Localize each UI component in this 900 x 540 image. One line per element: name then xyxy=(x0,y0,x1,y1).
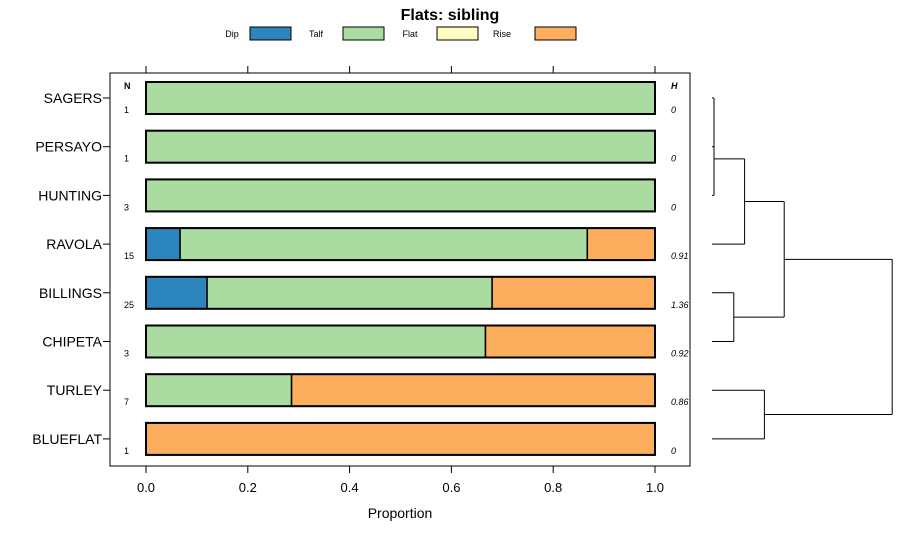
h-value: 1.36 xyxy=(671,300,689,310)
bars: 1 0 1 0 3 0 15 0.91 25 1.36 3 0.92 7 0.86 1 0 xyxy=(124,81,689,456)
bar-outline-persayo xyxy=(145,129,656,164)
legend-swatch-flat xyxy=(436,26,479,41)
y-label-blueflat: BLUEFLAT xyxy=(32,431,102,447)
n-value: 1 xyxy=(124,154,129,164)
h-value: 0.91 xyxy=(671,251,689,261)
y-label-chipeta: CHIPETA xyxy=(42,334,102,350)
bar-outline-turley xyxy=(145,373,656,408)
bar-segment-rise-turley xyxy=(290,373,656,407)
legend-swatch-talf xyxy=(342,26,385,41)
y-axis: SAGERS PERSAYO HUNTING RAVOLA BILLINGS CHIPET… xyxy=(32,90,110,447)
h-value: 0 xyxy=(671,446,676,456)
x-tick-label: 0.6 xyxy=(442,480,460,495)
plot-frame xyxy=(109,72,691,467)
legend-swatch-rise xyxy=(534,26,577,41)
y-label-turley: TURLEY xyxy=(47,382,103,398)
top-axis xyxy=(145,66,656,73)
h-value: 0.92 xyxy=(671,349,689,359)
n-value: 3 xyxy=(124,202,129,212)
x-axis: 0.0 0.2 0.4 0.6 0.8 1.0 xyxy=(137,466,664,495)
n-header: N xyxy=(124,81,131,91)
n-value: 25 xyxy=(124,300,134,310)
bar-outline-billings xyxy=(145,275,656,310)
n-value: 1 xyxy=(124,105,129,115)
h-value: 0 xyxy=(671,202,676,212)
bar-segment-talf-ravola xyxy=(179,227,589,261)
y-label-billings: BILLINGS xyxy=(39,285,102,301)
x-tick-label: 0.4 xyxy=(341,480,359,495)
legend-label-dip: Dip xyxy=(225,29,239,39)
bar-segment-talf-turley xyxy=(145,373,293,407)
dendrogram xyxy=(712,97,893,440)
y-label-persayo: PERSAYO xyxy=(35,139,102,155)
bar-outline-hunting xyxy=(145,178,656,213)
x-tick-label: 0.0 xyxy=(137,480,155,495)
bar-segment-dip-billings xyxy=(145,276,208,310)
n-value: 15 xyxy=(124,251,134,261)
bar-segment-rise-chipeta xyxy=(484,324,656,359)
h-value: 0 xyxy=(671,105,676,115)
bar-segment-talf-chipeta xyxy=(145,324,487,359)
chart-title: Flats: sibling xyxy=(401,7,500,24)
x-tick-label: 1.0 xyxy=(646,480,664,495)
y-label-ravola: RAVOLA xyxy=(46,236,102,252)
bar-outline-ravola xyxy=(145,227,656,262)
bar-segment-rise-billings xyxy=(491,276,656,310)
legend: Dip Talf Flat Rise xyxy=(225,26,577,41)
bar-outline-sagers xyxy=(145,81,656,115)
bar-segment-talf-persayo xyxy=(145,129,656,164)
h-header: H xyxy=(671,81,678,91)
legend-label-flat: Flat xyxy=(402,29,418,39)
bar-outline-blueflat xyxy=(145,421,656,456)
bar-outline-chipeta xyxy=(145,324,656,359)
x-axis-title: Proportion xyxy=(368,505,433,521)
legend-label-talf: Talf xyxy=(309,29,324,39)
bar-segment-talf-sagers xyxy=(145,81,656,115)
x-tick-label: 0.2 xyxy=(239,480,257,495)
bar-segment-talf-billings xyxy=(206,276,493,310)
legend-swatch-dip xyxy=(249,26,292,41)
bar-segment-talf-hunting xyxy=(145,178,656,213)
n-value: 1 xyxy=(124,446,129,456)
y-label-sagers: SAGERS xyxy=(44,90,102,106)
h-value: 0 xyxy=(671,154,676,164)
n-value: 7 xyxy=(124,397,129,407)
bar-segment-dip-ravola xyxy=(145,227,181,261)
h-value: 0.86 xyxy=(671,397,689,407)
bar-segment-rise-ravola xyxy=(586,227,656,261)
n-value: 3 xyxy=(124,349,129,359)
y-label-hunting: HUNTING xyxy=(38,187,102,203)
bar-segment-rise-blueflat xyxy=(145,422,656,456)
x-tick-label: 0.8 xyxy=(544,480,562,495)
legend-label-rise: Rise xyxy=(493,29,511,39)
